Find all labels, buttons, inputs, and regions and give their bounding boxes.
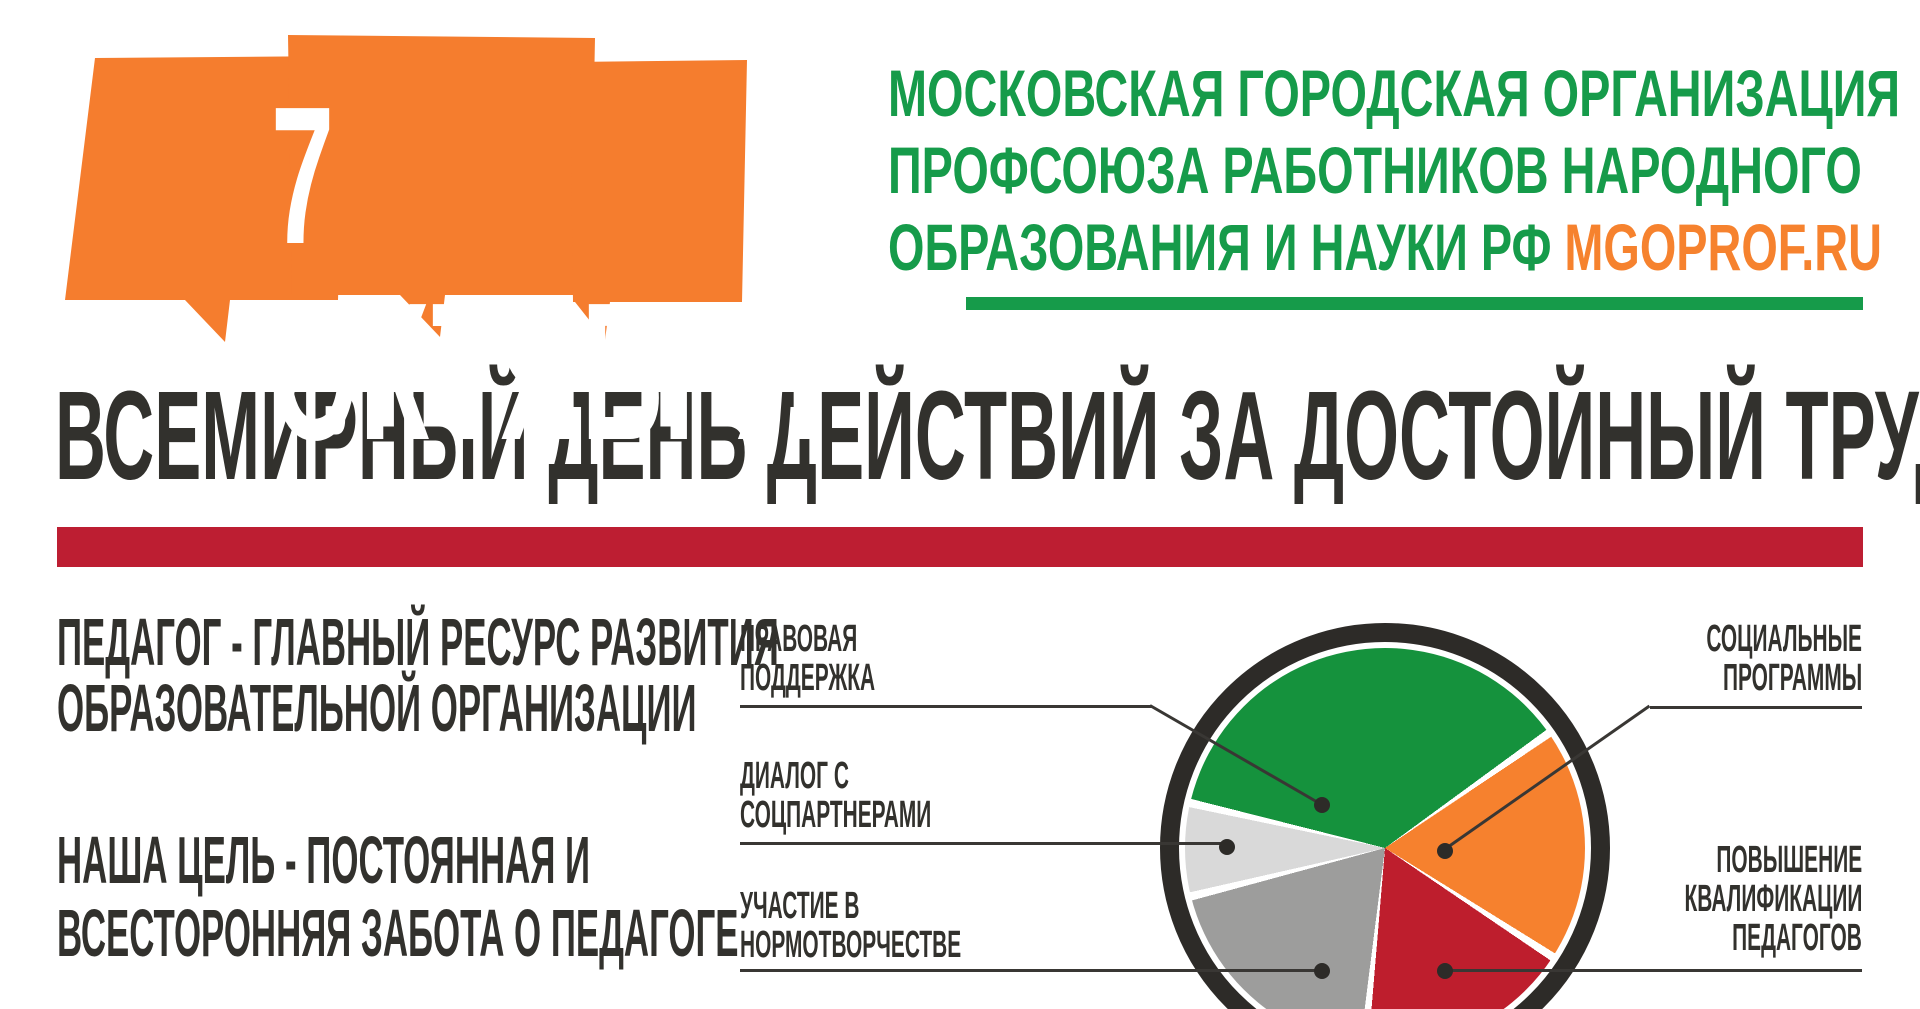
statement-block-1: ПЕДАГОГ - ГЛАВНЫЙ РЕСУРС РАЗВИТИЯ ОБРАЗО… bbox=[57, 605, 1445, 746]
callout-qual-line-2: КВАЛИФИКАЦИИ bbox=[1684, 878, 1862, 920]
statement-line: ОБРАЗОВАТЕЛЬНОЙ ОРГАНИЗАЦИИ bbox=[57, 671, 1445, 746]
statement-1-line-2: ОБРАЗОВАТЕЛЬНОЙ ОРГАНИЗАЦИИ bbox=[57, 671, 697, 746]
red-divider bbox=[57, 527, 1863, 567]
date-banner: 7 ОКТЯБРЯ bbox=[55, 28, 818, 470]
callout-legal-support: ПРАВОВАЯ ПОДДЕРЖКА bbox=[740, 620, 1070, 698]
callout-line: УЧАСТИЕ В bbox=[740, 887, 1070, 926]
callout-qual-line-1: ПОВЫШЕНИЕ bbox=[1716, 839, 1862, 881]
leader-legal-horizontal bbox=[740, 705, 1152, 708]
main-title: ВСЕМИРНЫЙ ДЕНЬ ДЕЙСТВИЙ ЗА ДОСТОЙНЫЙ ТРУ… bbox=[55, 365, 1920, 506]
leader-dialog bbox=[740, 842, 1227, 845]
callout-social-line-2: ПРОГРАММЫ bbox=[1722, 657, 1862, 699]
org-header: МОСКОВСКАЯ ГОРОДСКАЯ ОРГАНИЗАЦИЯ ПРОФСОЮ… bbox=[888, 57, 1920, 288]
org-line-3: ОБРАЗОВАНИЯ И НАУКИ РФ MGOPROF.RU bbox=[888, 211, 1882, 283]
callout-norm-line-1: УЧАСТИЕ В bbox=[740, 885, 860, 927]
callout-line: ПЕДАГОГОВ bbox=[1400, 919, 1862, 958]
org-line-2: ПРОФСОЮЗА РАБОТНИКОВ НАРОДНОГО bbox=[888, 133, 1862, 207]
org-line-1: МОСКОВСКАЯ ГОРОДСКАЯ ОРГАНИЗАЦИЯ bbox=[888, 56, 1901, 130]
callout-social-line-1: СОЦИАЛЬНЫЕ bbox=[1706, 618, 1862, 660]
callout-line: ПРОГРАММЫ bbox=[1400, 659, 1862, 698]
statement-line: ВСЕСТОРОННЯЯ ЗАБОТА О ПЕДАГОГЕ bbox=[57, 896, 1368, 975]
callout-social-programs: СОЦИАЛЬНЫЕ ПРОГРАММЫ bbox=[1400, 620, 1862, 698]
callout-legal-line-1: ПРАВОВАЯ bbox=[740, 618, 858, 660]
callout-line: СОЦИАЛЬНЫЕ bbox=[1400, 620, 1862, 659]
callout-line: ПРАВОВАЯ bbox=[740, 620, 1070, 659]
org-underline bbox=[966, 297, 1863, 310]
callout-dialog-line-1: ДИАЛОГ С bbox=[740, 755, 849, 797]
statement-2-line-1: НАША ЦЕЛЬ - ПОСТОЯННАЯ И bbox=[57, 823, 591, 898]
callout-line: СОЦПАРТНЕРАМИ bbox=[740, 796, 1070, 835]
statement-line: НАША ЦЕЛЬ - ПОСТОЯННАЯ И bbox=[57, 823, 1368, 902]
callout-line: ПОВЫШЕНИЕ bbox=[1400, 841, 1862, 880]
dot-social-dialog bbox=[1219, 839, 1235, 855]
banner-shape-right bbox=[570, 60, 747, 340]
callout-line: ПОДДЕРЖКА bbox=[740, 659, 1070, 698]
callout-social-dialog: ДИАЛОГ С СОЦПАРТНЕРАМИ bbox=[740, 757, 1070, 835]
callout-qual-line-3: ПЕДАГОГОВ bbox=[1732, 917, 1862, 959]
leader-norm bbox=[740, 969, 1322, 972]
dot-legal-support bbox=[1314, 797, 1330, 813]
callout-legal-line-2: ПОДДЕРЖКА bbox=[740, 657, 876, 699]
dot-norm-participation bbox=[1314, 963, 1330, 979]
org-header-line: МОСКОВСКАЯ ГОРОДСКАЯ ОРГАНИЗАЦИЯ bbox=[888, 57, 1920, 134]
org-website: MGOPROF.RU bbox=[1564, 210, 1882, 284]
banner-date-text: 7 ОКТЯБРЯ bbox=[270, 66, 818, 481]
callout-line: КВАЛИФИКАЦИИ bbox=[1400, 880, 1862, 919]
org-line-3-text: ОБРАЗОВАНИЯ И НАУКИ РФ bbox=[888, 210, 1552, 284]
callout-norm-line-2: НОРМОТВОРЧЕСТВЕ bbox=[740, 924, 962, 966]
leader-social-horizontal bbox=[1650, 706, 1862, 709]
leader-qualification bbox=[1445, 969, 1862, 972]
callout-norm-participation: УЧАСТИЕ В НОРМОТВОРЧЕСТВЕ bbox=[740, 887, 1070, 965]
org-header-line: ОБРАЗОВАНИЯ И НАУКИ РФ MGOPROF.RU bbox=[888, 211, 1920, 288]
dot-social-programs bbox=[1437, 843, 1453, 859]
pie-slices bbox=[1185, 648, 1585, 1009]
banner-shape-middle bbox=[288, 35, 595, 337]
statement-block-2: НАША ЦЕЛЬ - ПОСТОЯННАЯ И ВСЕСТОРОННЯЯ ЗА… bbox=[57, 823, 1368, 975]
org-header-line: ПРОФСОЮЗА РАБОТНИКОВ НАРОДНОГО bbox=[888, 134, 1920, 211]
callout-line: НОРМОТВОРЧЕСТВЕ bbox=[740, 926, 1070, 965]
callout-line: ДИАЛОГ С bbox=[740, 757, 1070, 796]
statement-line: ПЕДАГОГ - ГЛАВНЫЙ РЕСУРС РАЗВИТИЯ bbox=[57, 605, 1445, 680]
statement-2-line-2: ВСЕСТОРОННЯЯ ЗАБОТА О ПЕДАГОГЕ bbox=[57, 896, 739, 971]
statement-1-line-1: ПЕДАГОГ - ГЛАВНЫЙ РЕСУРС РАЗВИТИЯ bbox=[57, 605, 779, 680]
callout-qualification: ПОВЫШЕНИЕ КВАЛИФИКАЦИИ ПЕДАГОГОВ bbox=[1400, 841, 1862, 958]
dot-qualification bbox=[1437, 963, 1453, 979]
callout-dialog-line-2: СОЦПАРТНЕРАМИ bbox=[740, 794, 932, 836]
